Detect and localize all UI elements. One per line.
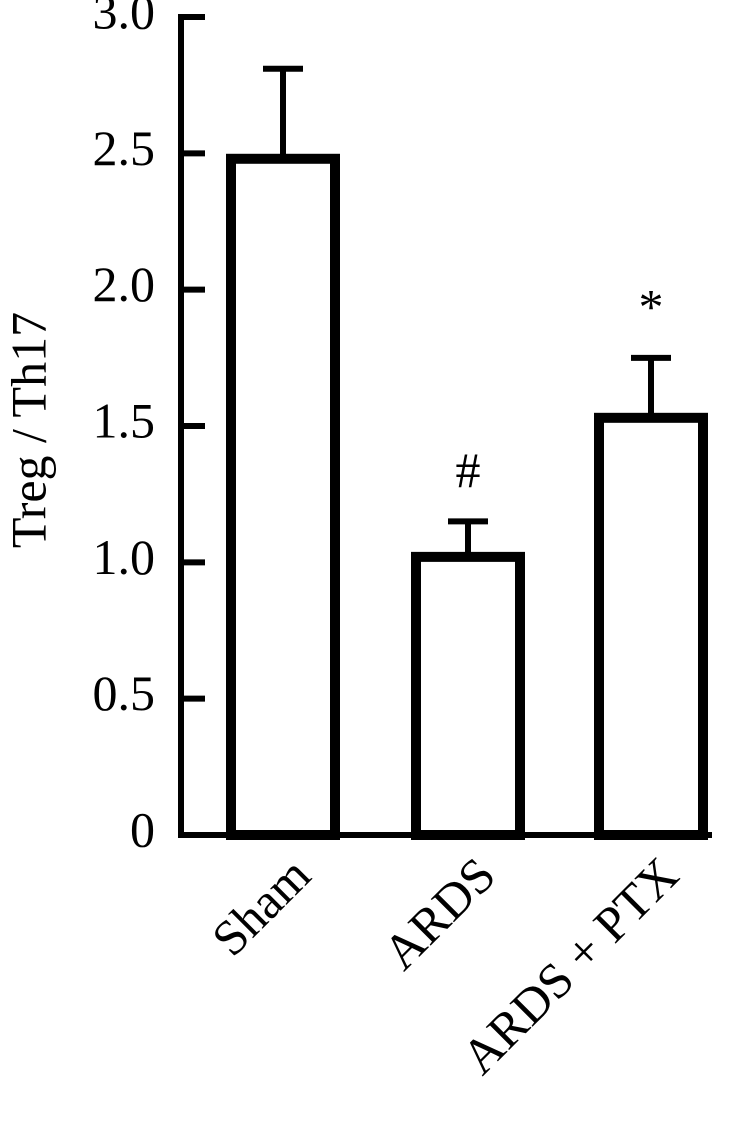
significance-marker: #: [456, 442, 481, 498]
y-tick-label: 0.5: [93, 665, 156, 721]
bar: [226, 153, 340, 840]
y-tick-label: 2.0: [93, 256, 156, 312]
y-tick-label: 3.0: [93, 0, 156, 39]
x-tick-label: ARDS: [372, 846, 506, 980]
significance-marker: *: [639, 278, 664, 334]
y-tick-label: 0: [130, 801, 155, 857]
bar: [411, 551, 525, 840]
bar: [594, 412, 708, 840]
y-tick-label: 1.5: [93, 392, 156, 448]
x-tick-label: Sham: [201, 846, 321, 966]
y-axis-label: Treg / Th17: [0, 312, 56, 548]
y-tick-label: 1.0: [93, 529, 156, 585]
y-tick-label: 2.5: [93, 120, 156, 176]
